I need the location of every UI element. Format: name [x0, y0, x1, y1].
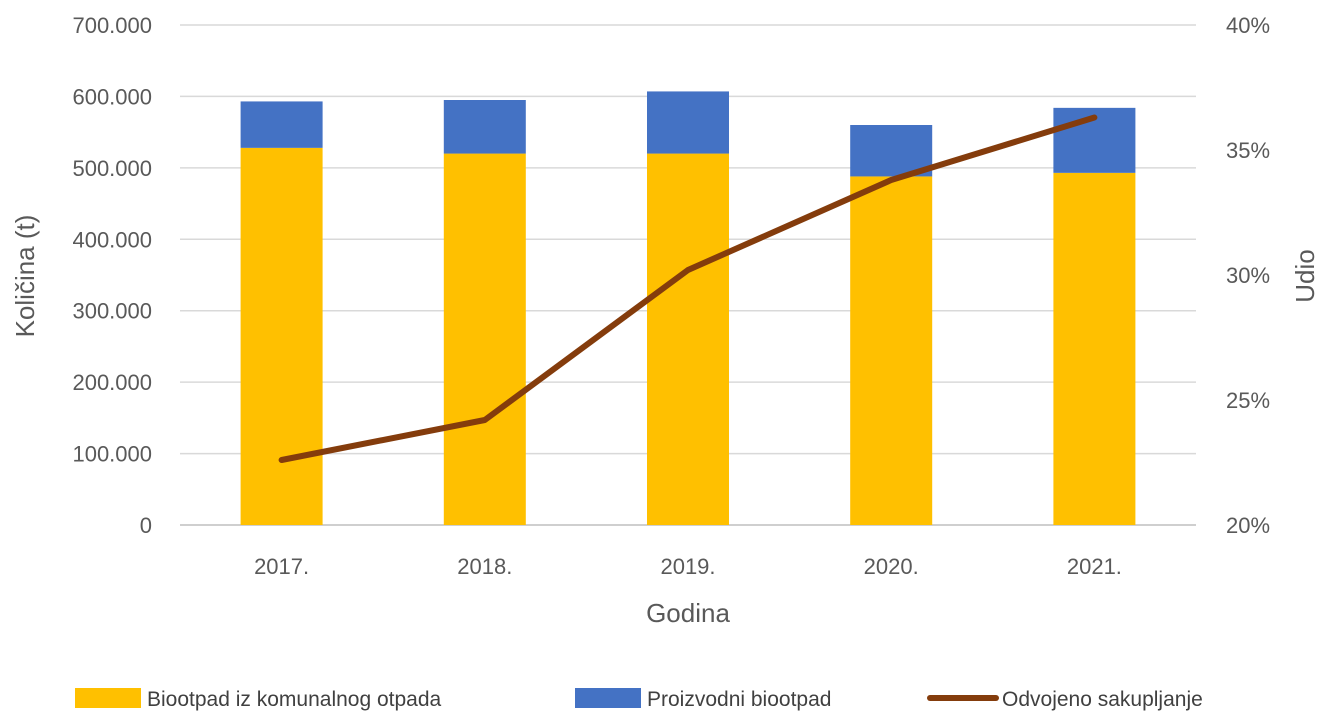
- bar-komunalni-3: [850, 176, 933, 525]
- bar-proizvodni-3: [850, 125, 933, 177]
- x-axis-ticks: 2017. 2018. 2019. 2020. 2021.: [254, 554, 1122, 579]
- x-tick-label: 2020.: [864, 554, 919, 579]
- legend-label: Biootpad iz komunalnog otpada: [147, 688, 442, 711]
- y2-tick-label: 25%: [1226, 388, 1270, 413]
- x-tick-label: 2017.: [254, 554, 309, 579]
- bar-komunalni-1: [443, 153, 526, 526]
- y-tick-label: 100.000: [72, 442, 152, 467]
- x-tick-label: 2021.: [1067, 554, 1122, 579]
- y-tick-label: 300.000: [72, 299, 152, 324]
- line-odvojeno-sakupljanje: [278, 114, 1098, 463]
- legend: Biootpad iz komunalnog otpada Proizvodni …: [75, 688, 1203, 711]
- bar-proizvodni-2: [647, 91, 729, 154]
- y-tick-label: 400.000: [72, 227, 152, 252]
- bars: [240, 91, 1136, 526]
- bar-komunalni-0: [240, 147, 323, 525]
- bar-komunalni-4: [1053, 172, 1136, 525]
- legend-label: Odvojeno sakupljanje: [1002, 688, 1203, 711]
- y2-tick-label: 40%: [1226, 13, 1270, 38]
- y-tick-label: 600.000: [72, 84, 152, 109]
- y2-axis-title: Udio: [1290, 249, 1320, 302]
- x-axis-title: Godina: [646, 598, 730, 628]
- bar-komunalni-2: [647, 153, 729, 526]
- y2-tick-label: 20%: [1226, 513, 1270, 538]
- legend-label: Proizvodni biootpad: [647, 688, 831, 711]
- y-axis-title: Količina (t): [10, 215, 40, 338]
- legend-swatch: [75, 688, 141, 708]
- y2-tick-label: 30%: [1226, 263, 1270, 288]
- legend-item-odvojeno: Odvojeno sakupljanje: [927, 688, 1203, 711]
- bar-proizvodni-0: [240, 101, 323, 148]
- y-tick-label: 700.000: [72, 13, 152, 38]
- bar-proizvodni-1: [443, 100, 526, 154]
- y-axis-ticks: 0 100.000 200.000 300.000 400.000 500.000 600.…: [72, 13, 152, 538]
- y-tick-label: 500.000: [72, 156, 152, 181]
- x-tick-label: 2018.: [457, 554, 512, 579]
- y2-axis-ticks: 20% 25% 30% 35% 40%: [1226, 13, 1270, 538]
- legend-item-komunalni: Biootpad iz komunalnog otpada: [75, 688, 442, 711]
- line-series: [278, 114, 1098, 463]
- legend-swatch: [575, 688, 641, 708]
- y-tick-label: 0: [140, 513, 152, 538]
- y2-tick-label: 35%: [1226, 138, 1270, 163]
- x-tick-label: 2019.: [660, 554, 715, 579]
- y-tick-label: 200.000: [72, 370, 152, 395]
- legend-item-proizvodni: Proizvodni biootpad: [575, 688, 831, 711]
